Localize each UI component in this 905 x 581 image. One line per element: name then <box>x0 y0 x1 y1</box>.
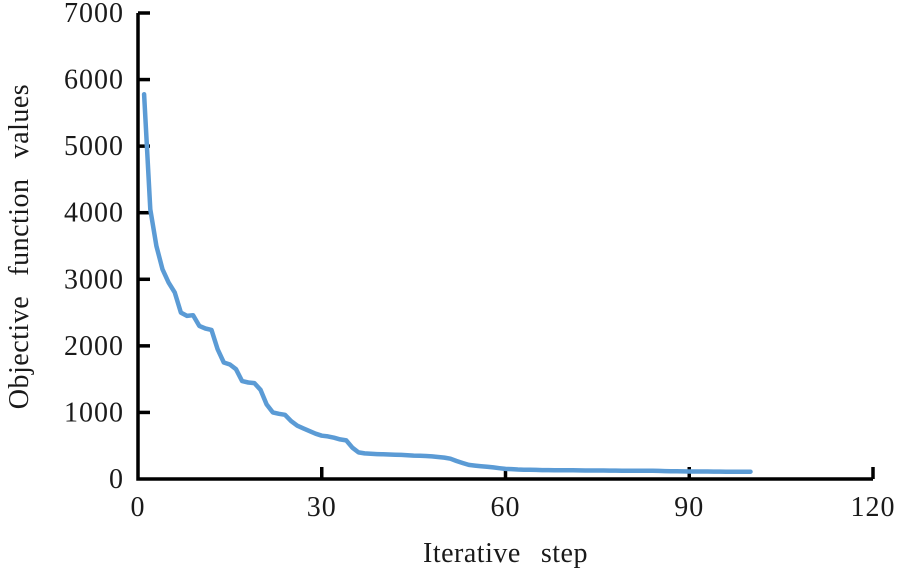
x-tick-label: 120 <box>851 492 896 523</box>
y-tick-label: 5000 <box>64 131 124 162</box>
x-tick-label: 60 <box>491 492 521 523</box>
tick-labels: 0 1000 2000 3000 4000 5000 6000 7000 0 30 60 90 120 <box>64 0 896 523</box>
x-tick-label: 30 <box>307 492 337 523</box>
y-tick-label: 6000 <box>64 65 124 96</box>
series-line <box>141 91 753 474</box>
x-tick-label: 0 <box>131 492 146 523</box>
objective-value-line <box>141 91 753 474</box>
axis-lines <box>136 13 873 481</box>
axes <box>136 13 873 481</box>
y-tick-label: 0 <box>109 464 124 495</box>
y-tick-label: 1000 <box>64 397 124 428</box>
y-tick-label: 7000 <box>64 0 124 29</box>
axis-ticks <box>138 11 875 479</box>
y-axis-title: Objective function values <box>4 83 35 410</box>
x-axis-title: Iterative step <box>423 538 588 569</box>
y-tick-label: 2000 <box>64 331 124 362</box>
y-tick-label: 3000 <box>64 264 124 295</box>
y-tick-label: 4000 <box>64 198 124 229</box>
x-tick-label: 90 <box>674 492 704 523</box>
